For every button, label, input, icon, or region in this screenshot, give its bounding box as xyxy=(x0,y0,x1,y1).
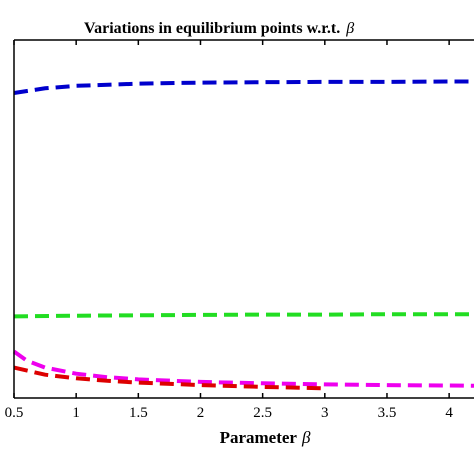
chart-title: Variations in equilibrium points w.r.t. β xyxy=(84,20,354,37)
x-tick-label: 3.5 xyxy=(378,405,397,421)
x-axis-label-symbol: β xyxy=(301,428,311,447)
x-axis-label: Parameter β xyxy=(220,428,311,447)
plot-area xyxy=(12,79,474,391)
x-tick-label: 4 xyxy=(445,405,453,421)
x-tick-label: 0.5 xyxy=(5,405,24,421)
x-tick-label: 1 xyxy=(72,405,80,421)
x-axis-label-text: Parameter xyxy=(220,428,298,447)
chart-title-symbol: β xyxy=(345,20,354,37)
x-tick-label: 2 xyxy=(197,405,205,421)
series-line-1 xyxy=(13,79,474,95)
x-tick-label: 1.5 xyxy=(129,405,148,421)
x-tick-label: 3 xyxy=(321,405,329,421)
x-tick-label: 2.5 xyxy=(253,405,272,421)
series-line-2 xyxy=(13,312,474,319)
chart-title-text: Variations in equilibrium points w.r.t. xyxy=(84,20,340,37)
series-line-3 xyxy=(12,349,474,388)
series-line-4 xyxy=(13,365,325,391)
axes: 0.5 1 1.5 2 2.5 3 3.5 4 xyxy=(5,39,474,421)
